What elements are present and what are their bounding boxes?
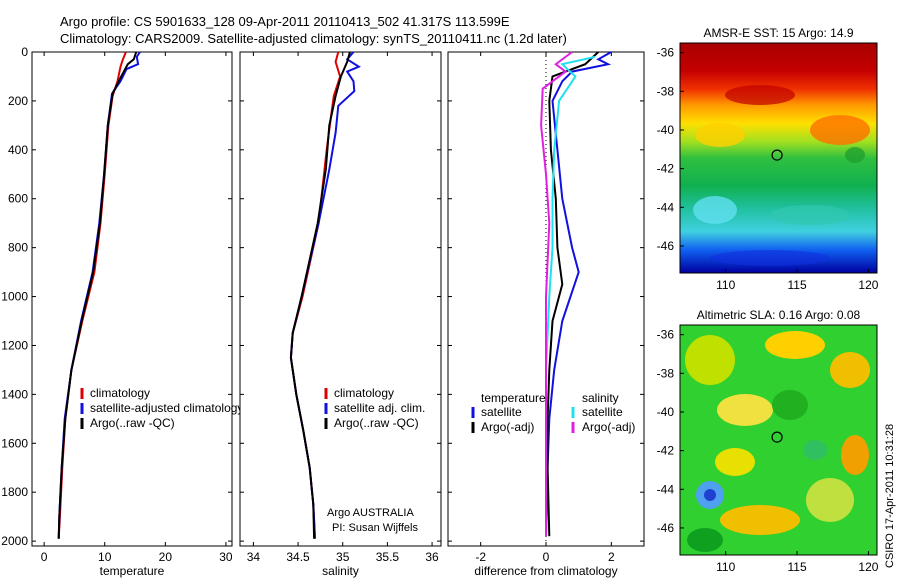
salinity-xtick-label: 34.5	[286, 550, 310, 564]
temperature-xlabel: temperature	[100, 564, 165, 578]
legend-label: Argo(..raw -QC)	[334, 416, 419, 430]
altimetric_sla-title: Altimetric SLA: 0.16 Argo: 0.08	[697, 308, 861, 322]
altimetric_sla-ytick-label: -42	[657, 444, 675, 458]
difference-xtick-label: 2	[608, 550, 615, 564]
annotation-line: Argo AUSTRALIA	[327, 507, 414, 519]
depth-tick-label: 400	[8, 143, 28, 157]
legend-title: temperature	[481, 391, 546, 405]
legend-label: Argo(-adj)	[582, 420, 635, 434]
amsre_sst-xtick-label: 120	[858, 278, 878, 292]
altimetric_sla-xtick-label: 120	[858, 560, 878, 574]
sst-patch	[810, 115, 870, 145]
amsre_sst-xtick-label: 115	[787, 278, 806, 292]
amsre_sst-ytick-label: -38	[657, 84, 675, 98]
amsre_sst-xtick-label: 110	[716, 278, 735, 292]
legend-label: satellite-adjusted climatology	[90, 401, 243, 415]
depth-tick-label: 800	[8, 241, 28, 255]
depth-tick-label: 1400	[1, 387, 28, 401]
annotation-line: PI: Susan Wijffels	[332, 522, 418, 534]
depth-tick-label: 1200	[1, 338, 28, 352]
temperature-axes-frame	[31, 51, 233, 547]
series-line-argo-raw-qc-	[289, 51, 351, 539]
salinity-xtick-label: 34	[247, 550, 261, 564]
sla-patch	[720, 505, 800, 535]
sst-patch	[710, 250, 830, 266]
sla-patch	[687, 528, 723, 552]
difference-xlabel: difference from climatology	[474, 564, 617, 578]
sla-patch	[803, 440, 827, 460]
legend-label: climatology	[90, 386, 150, 400]
legend-label: satellite adj. clim.	[334, 401, 425, 415]
amsre_sst-ytick-label: -42	[657, 162, 675, 176]
sla-patch	[704, 489, 716, 501]
sst-patch	[725, 85, 795, 105]
altimetric_sla-ytick-label: -36	[657, 328, 675, 342]
salinity-axes-frame	[239, 51, 442, 547]
altimetric_sla-frame	[679, 324, 878, 556]
sla-patch	[715, 448, 755, 476]
temperature-xtick-label: 0	[41, 550, 48, 564]
difference-xtick-label: -2	[475, 550, 486, 564]
legend-label: satellite	[582, 405, 623, 419]
amsre_sst-ytick-label: -36	[657, 46, 675, 60]
title-line-1: Argo profile: CS 5901633_128 09-Apr-2011…	[60, 14, 510, 29]
depth-tick-label: 600	[8, 192, 28, 206]
salinity-xlabel: salinity	[322, 564, 359, 578]
amsre_sst-ytick-label: -40	[657, 123, 675, 137]
sst-map	[680, 43, 877, 273]
altimetric_sla-xtick-label: 110	[716, 560, 735, 574]
altimetric_sla-ytick-label: -44	[657, 482, 675, 496]
depth-tick-label: 2000	[1, 534, 28, 548]
altimetric_sla-ytick-label: -40	[657, 405, 675, 419]
sst-patch	[693, 196, 737, 224]
sst-patch	[770, 205, 850, 225]
legend-label: Argo(-adj)	[481, 420, 534, 434]
depth-tick-label: 1800	[1, 485, 28, 499]
altimetric_sla-xtick-label: 115	[787, 560, 806, 574]
temperature-xtick-label: 20	[159, 550, 173, 564]
argo-float-marker	[771, 149, 783, 161]
amsre_sst-title: AMSR-E SST: 15 Argo: 14.9	[703, 26, 853, 40]
salinity-xtick-label: 35	[336, 550, 350, 564]
title-line-2: Climatology: CARS2009. Satellite-adjuste…	[60, 31, 567, 46]
side-caption: CSIRO 17-Apr-2011 10:31:28	[884, 424, 896, 568]
salinity-xtick-label: 35.5	[376, 550, 400, 564]
sla-patch	[717, 394, 773, 426]
legend-label: satellite	[481, 405, 522, 419]
sla-patch	[841, 435, 869, 475]
sla-patch	[806, 478, 854, 522]
amsre_sst-ytick-label: -46	[657, 239, 675, 253]
sst-field	[680, 43, 877, 273]
sla-patch	[685, 335, 735, 385]
salinity-xtick-label: 36	[425, 550, 439, 564]
amsre_sst-ytick-label: -44	[657, 200, 675, 214]
sla-patch	[830, 352, 870, 388]
depth-tick-label: 1000	[1, 290, 28, 304]
sst-patch	[695, 123, 745, 147]
legend-title: salinity	[582, 391, 619, 405]
difference-xtick-label: 0	[543, 550, 550, 564]
temperature-xtick-label: 10	[98, 550, 112, 564]
depth-tick-label: 0	[21, 45, 28, 59]
temperature-xtick-label: 30	[219, 550, 233, 564]
depth-tick-label: 200	[8, 94, 28, 108]
altimetric_sla-ytick-label: -46	[657, 521, 675, 535]
sla-patch	[765, 331, 825, 359]
series-line-temperature-satellite	[545, 51, 612, 537]
depth-tick-label: 1600	[1, 436, 28, 450]
altimetric_sla-ytick-label: -38	[657, 366, 675, 380]
legend-label: climatology	[334, 386, 394, 400]
sla-patch	[772, 390, 808, 420]
argo-float-marker	[771, 431, 783, 443]
series-line-salinity-argo-adj-	[540, 51, 573, 537]
amsre_sst-frame	[679, 42, 878, 274]
sla-map	[680, 325, 877, 555]
series-line-argo-raw-qc-	[57, 51, 138, 539]
sst-patch	[845, 147, 865, 163]
legend-label: Argo(..raw -QC)	[90, 416, 175, 430]
series-line-temperature-argo-adj-	[546, 51, 599, 537]
